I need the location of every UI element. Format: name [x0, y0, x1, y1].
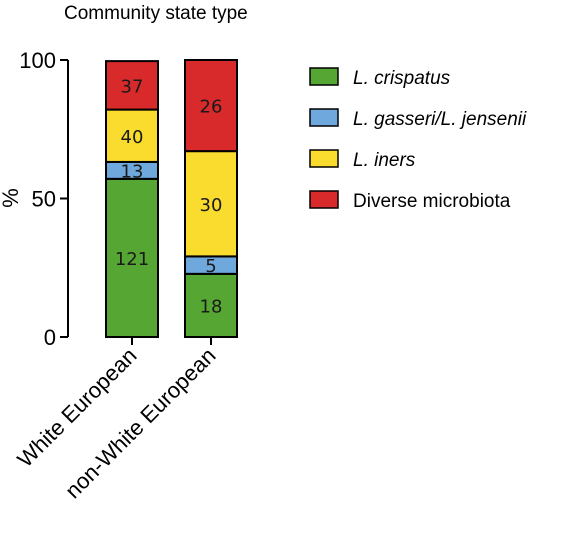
data-label: 5	[205, 256, 216, 277]
legend-swatch	[309, 108, 339, 127]
legend-swatch	[309, 149, 339, 168]
axes: 0 50 100	[19, 48, 69, 350]
data-label: 37	[121, 76, 144, 97]
y-axis-label: %	[0, 188, 23, 208]
bar-segment	[105, 108, 159, 163]
data-label: 121	[115, 249, 149, 270]
y-tick-label: 50	[32, 187, 56, 212]
data-label: 13	[121, 161, 144, 182]
legend-label: L. iners	[353, 150, 416, 171]
bar-segment	[184, 150, 238, 258]
legend: L. crispatus L. gasseri/L. jensenii L. ine…	[309, 67, 527, 212]
data-label: 26	[200, 97, 223, 118]
legend-swatch	[309, 190, 339, 209]
chart-title: Community state type	[64, 3, 248, 24]
legend-label: Diverse microbiota	[353, 191, 511, 212]
legend-swatch	[309, 67, 339, 86]
x-tick-label: non-White European	[60, 343, 220, 503]
legend-label: L. crispatus	[353, 68, 451, 89]
bars: 121 13 40 37 18 5 30 26	[105, 59, 238, 345]
data-label: 30	[200, 195, 223, 216]
y-tick-label: 0	[44, 325, 56, 350]
y-tick-label: 100	[19, 48, 56, 73]
legend-label: L. gasseri/L. jensenii	[353, 109, 527, 130]
bar-segment	[184, 59, 238, 153]
data-label: 18	[200, 296, 223, 317]
bar-segment	[105, 60, 159, 111]
bar-segment	[105, 177, 159, 338]
data-label: 40	[121, 127, 144, 148]
